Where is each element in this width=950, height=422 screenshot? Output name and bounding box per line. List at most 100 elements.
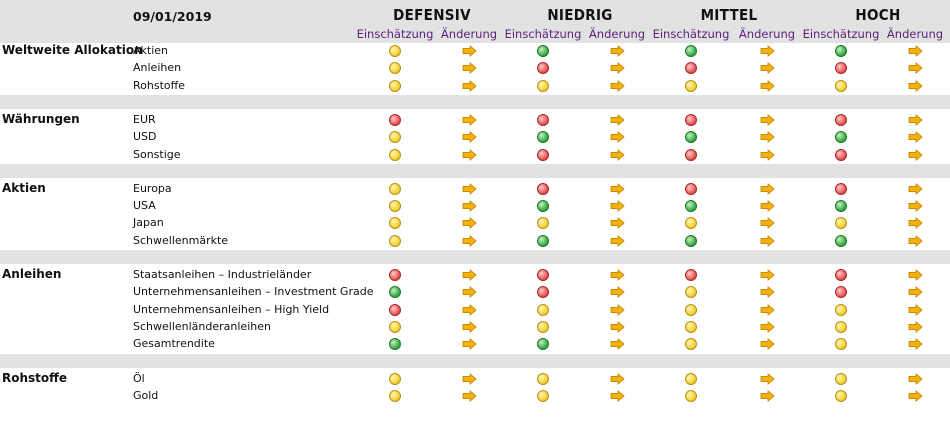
rating-yellow-icon (389, 389, 401, 402)
rating-red-icon (537, 286, 549, 299)
rating-red-icon (685, 113, 697, 126)
arrow-right-icon (908, 45, 923, 57)
rating-yellow-icon (389, 62, 401, 75)
arrow-right-icon (760, 269, 775, 281)
col-change-header: Änderung (588, 27, 646, 41)
section-divider (0, 250, 950, 265)
col-rating-header: Einschätzung (802, 27, 880, 41)
arrow-right-icon (610, 62, 625, 74)
arrow-right-icon (462, 372, 477, 385)
arrow-right-icon (462, 303, 477, 316)
rating-yellow-icon (389, 217, 401, 230)
rating-green-icon (537, 45, 549, 57)
col-change-header: Änderung (440, 27, 498, 41)
arrow-right-icon (760, 183, 775, 195)
arrow-right-icon (908, 372, 923, 385)
rating-green-icon (835, 45, 847, 57)
arrow-right-icon (908, 79, 923, 92)
row-label: Gesamtrendite (133, 337, 215, 351)
arrow-right-icon (462, 390, 477, 402)
row-label: Öl (133, 371, 145, 385)
arrow-right-icon (610, 372, 625, 385)
section-title: Weltweite Allokation (2, 43, 143, 57)
arrow-right-icon (760, 114, 775, 126)
rating-yellow-icon (685, 286, 697, 299)
rating-yellow-icon (835, 338, 847, 351)
rating-red-icon (389, 113, 401, 126)
rating-green-icon (389, 286, 401, 299)
arrow-right-icon (610, 235, 625, 247)
profile-title-niedrig: NIEDRIG (547, 6, 613, 24)
arrow-right-icon (610, 200, 625, 212)
rating-yellow-icon (685, 389, 697, 402)
rating-red-icon (537, 113, 549, 126)
row-label: USA (133, 199, 156, 213)
col-rating-header: Einschätzung (652, 27, 730, 41)
section-title: Aktien (2, 180, 46, 195)
rating-yellow-icon (537, 217, 549, 230)
rating-yellow-icon (835, 372, 847, 385)
arrow-right-icon (462, 269, 477, 281)
row-label: Gold (133, 388, 159, 402)
arrow-right-icon (610, 148, 625, 161)
arrow-right-icon (610, 286, 625, 298)
rating-red-icon (537, 148, 549, 161)
arrow-right-icon (908, 114, 923, 126)
rating-yellow-icon (389, 372, 401, 385)
rating-green-icon (685, 131, 697, 144)
arrow-right-icon (462, 131, 477, 143)
section-divider (0, 164, 950, 179)
arrow-right-icon (462, 45, 477, 57)
arrow-right-icon (610, 269, 625, 281)
rating-red-icon (835, 269, 847, 281)
arrow-right-icon (610, 45, 625, 57)
arrow-right-icon (462, 321, 477, 333)
arrow-right-icon (908, 235, 923, 247)
arrow-right-icon (908, 321, 923, 333)
arrow-right-icon (760, 390, 775, 402)
arrow-right-icon (760, 217, 775, 230)
rating-yellow-icon (389, 148, 401, 161)
rating-yellow-icon (537, 372, 549, 385)
section-title: Rohstoffe (2, 370, 68, 385)
rating-green-icon (685, 234, 697, 247)
rating-yellow-icon (389, 182, 401, 195)
arrow-right-icon (760, 79, 775, 92)
arrow-right-icon (462, 148, 477, 161)
arrow-right-icon (760, 62, 775, 74)
arrow-right-icon (610, 131, 625, 143)
arrow-right-icon (760, 200, 775, 212)
rating-yellow-icon (685, 338, 697, 351)
arrow-right-icon (610, 217, 625, 230)
col-change-header: Änderung (886, 27, 944, 41)
arrow-right-icon (760, 338, 775, 350)
arrow-right-icon (760, 303, 775, 316)
rating-yellow-icon (835, 217, 847, 230)
rating-red-icon (537, 269, 549, 281)
rating-yellow-icon (835, 303, 847, 316)
arrow-right-icon (610, 183, 625, 195)
report-date: 09/01/2019 (133, 9, 212, 24)
arrow-right-icon (908, 131, 923, 143)
profile-title-hoch: HOCH (855, 6, 901, 24)
arrow-right-icon (760, 321, 775, 333)
arrow-right-icon (908, 390, 923, 402)
rating-red-icon (389, 303, 401, 316)
rating-red-icon (389, 269, 401, 281)
arrow-right-icon (908, 148, 923, 161)
row-label: Aktien (133, 44, 169, 57)
arrow-right-icon (462, 338, 477, 350)
arrow-right-icon (908, 303, 923, 316)
rating-red-icon (685, 182, 697, 195)
arrow-right-icon (462, 200, 477, 212)
rating-green-icon (685, 45, 697, 57)
row-label: EUR (133, 112, 156, 126)
arrow-right-icon (908, 286, 923, 298)
rating-yellow-icon (537, 320, 549, 333)
arrow-right-icon (462, 114, 477, 126)
arrow-right-icon (610, 303, 625, 316)
section-title: Währungen (2, 111, 80, 126)
arrow-right-icon (908, 62, 923, 74)
rating-yellow-icon (685, 372, 697, 385)
rating-green-icon (835, 234, 847, 247)
